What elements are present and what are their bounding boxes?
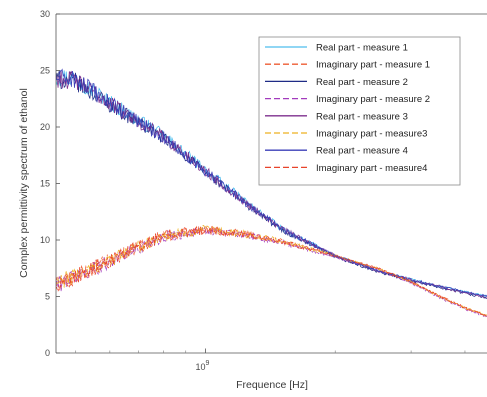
legend-label: Imaginary part - measure3 <box>316 129 427 140</box>
legend-label: Real part - measure 3 <box>316 111 408 122</box>
y-tick-label: 0 <box>45 348 50 358</box>
x-tick-label: 109 <box>196 360 210 372</box>
x-tick-base: 10 <box>196 362 206 372</box>
legend-label: Imaginary part - measure 1 <box>316 60 430 71</box>
y-tick-label: 20 <box>40 122 50 132</box>
legend-entries: Real part - measure 1 Imaginary part - me… <box>265 43 430 174</box>
series-line <box>56 68 487 297</box>
legend-label: Real part - measure 2 <box>316 77 408 88</box>
series-line <box>56 70 487 299</box>
x-tick-exponent: 9 <box>206 360 210 367</box>
legend-label: Real part - measure 4 <box>316 146 408 157</box>
legend: Real part - measure 1 Imaginary part - me… <box>258 36 461 186</box>
y-tick-label: 10 <box>40 235 50 245</box>
legend-box <box>258 36 461 186</box>
y-tick-label: 30 <box>40 9 50 19</box>
y-tick-label: 15 <box>40 179 50 189</box>
series-line <box>56 225 487 317</box>
legend-label: Imaginary part - measure 2 <box>316 94 430 105</box>
x-axis-label: Frequence [Hz] <box>236 379 308 391</box>
y-axis-label: Complex permittivity spectrum of ethanol <box>18 88 30 278</box>
y-tick-label: 5 <box>45 292 50 302</box>
series-layer <box>56 68 487 318</box>
legend-label: Imaginary part - measure4 <box>316 163 427 174</box>
y-tick-label: 25 <box>40 66 50 76</box>
legend-label: Real part - measure 1 <box>316 43 408 54</box>
